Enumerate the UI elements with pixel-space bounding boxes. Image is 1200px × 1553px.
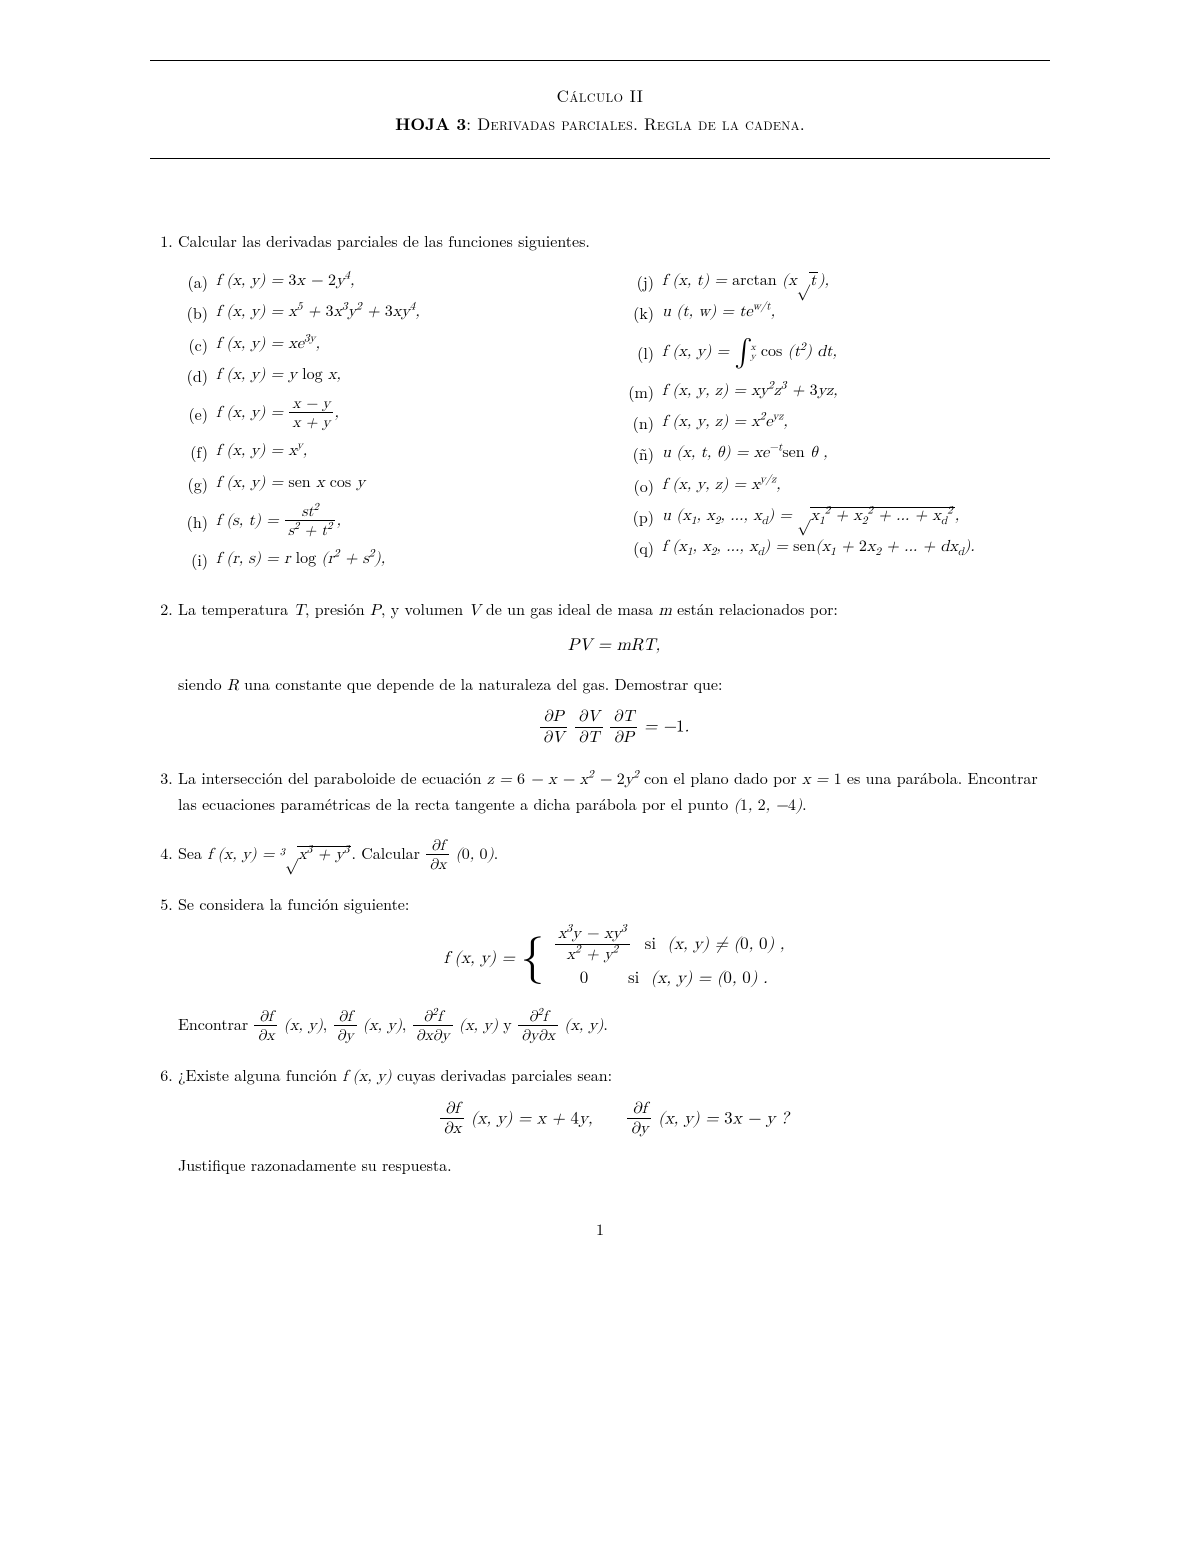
- p1-c: (c)f (x, y) = xe3y,: [178, 333, 604, 356]
- p1-n: (n)f (x, y, z) = x2eyz,: [624, 411, 1050, 434]
- p1-nn: (ñ)u (x, t, θ) = xe−tsen θ ,: [624, 442, 1050, 465]
- top-rule: [150, 60, 1050, 61]
- p2-text1: La temperatura T, presión P, y volumen V…: [178, 597, 838, 620]
- sheet-subtitle: : Derivadas parciales. Regla de la caden…: [466, 111, 805, 135]
- sheet-bold: HOJA 3: [395, 112, 466, 136]
- p1-e: (e)f (x, y) = x − yx + y,: [178, 395, 604, 432]
- p5-intro: Se considera la función siguiente:: [178, 892, 409, 915]
- problem-4: Sea f (x, y) = 3√x3 + y3. Calcular ∂f∂x …: [178, 837, 1050, 874]
- problem-5: Se considera la función siguiente: f (x,…: [178, 892, 1050, 1045]
- course-title: Cálculo II: [150, 83, 1050, 107]
- p1-g: (g)f (x, y) = sen x cos y: [178, 472, 604, 495]
- p2-disp1: PV = mRT,: [178, 634, 1050, 659]
- p1-m: (m)f (x, y, z) = xy2z3 + 3yz,: [624, 380, 1050, 403]
- p1-right-col: (j)f (x, t) = arctan (x√t), (k)u (t, w) …: [624, 262, 1050, 579]
- p1-d: (d)f (x, y) = y log x,: [178, 364, 604, 387]
- p1-k: (k)u (t, w) = tew/t,: [624, 301, 1050, 324]
- problem-3: La intersección del paraboloide de ecuac…: [178, 766, 1050, 818]
- p1-f: (f)f (x, y) = xy,: [178, 440, 604, 463]
- p1-i: (i)f (r, s) = r log (r2 + s2),: [178, 548, 604, 571]
- p1-left-list: (a)f (x, y) = 3x − 2y4, (b)f (x, y) = x5…: [178, 270, 604, 571]
- page-number: 1: [150, 1217, 1050, 1240]
- body: Calcular las derivadas parciales de las …: [150, 229, 1050, 1240]
- p5-cases: f (x, y) = { x3y − xy3x2 + y2 si (x, y) …: [178, 925, 1050, 994]
- header: Cálculo II HOJA 3: Derivadas parciales. …: [150, 83, 1050, 136]
- p1-a: (a)f (x, y) = 3x − 2y4,: [178, 270, 604, 293]
- p1-b: (b)f (x, y) = x5 + 3x3y2 + 3xy4,: [178, 301, 604, 324]
- problem-6: ¿Existe alguna función f (x, y) cuyas de…: [178, 1063, 1050, 1176]
- problems-list: Calcular las derivadas parciales de las …: [150, 229, 1050, 1177]
- problem-1: Calcular las derivadas parciales de las …: [178, 229, 1050, 579]
- p1-l: (l)f (x, y) = ∫xy cos (t2) dt,: [624, 333, 1050, 372]
- page: Cálculo II HOJA 3: Derivadas parciales. …: [110, 0, 1090, 1280]
- p6-q1: ¿Existe alguna función f (x, y) cuyas de…: [178, 1063, 612, 1086]
- sheet-title: HOJA 3: Derivadas parciales. Regla de la…: [150, 111, 1050, 136]
- p5-after: Encontrar ∂f∂x (x, y), ∂f∂y (x, y), ∂2f∂…: [178, 1012, 608, 1035]
- p6-disp: ∂f∂x (x, y) = x + 4y, ∂f∂y (x, y) = 3x −…: [178, 1100, 1050, 1140]
- problem-2: La temperatura T, presión P, y volumen V…: [178, 597, 1050, 748]
- p2-text2: siendo R una constante que depende de la…: [178, 672, 722, 695]
- p1-h: (h)f (s, t) = st2s2 + t2,: [178, 503, 604, 540]
- p2-disp2: ∂P∂V ∂V∂T ∂T∂P = −1.: [178, 708, 1050, 748]
- p1-left-col: (a)f (x, y) = 3x − 2y4, (b)f (x, y) = x5…: [178, 262, 604, 579]
- p1-p: (p)u (x1, x2, ..., xd) = √x12 + x22 + ..…: [624, 505, 1050, 528]
- p6-q2: Justifique razonadamente su respuesta.: [178, 1153, 452, 1176]
- p1-columns: (a)f (x, y) = 3x − 2y4, (b)f (x, y) = x5…: [178, 262, 1050, 579]
- p1-j: (j)f (x, t) = arctan (x√t),: [624, 270, 1050, 293]
- bottom-rule: [150, 158, 1050, 159]
- p1-stem: Calcular las derivadas parciales de las …: [178, 229, 590, 252]
- p1-right-list: (j)f (x, t) = arctan (x√t), (k)u (t, w) …: [624, 270, 1050, 559]
- p1-o: (o)f (x, y, z) = xy/z,: [624, 474, 1050, 497]
- p1-q: (q)f (x1, x2, ..., xd) = sen(x1 + 2x2 + …: [624, 536, 1050, 559]
